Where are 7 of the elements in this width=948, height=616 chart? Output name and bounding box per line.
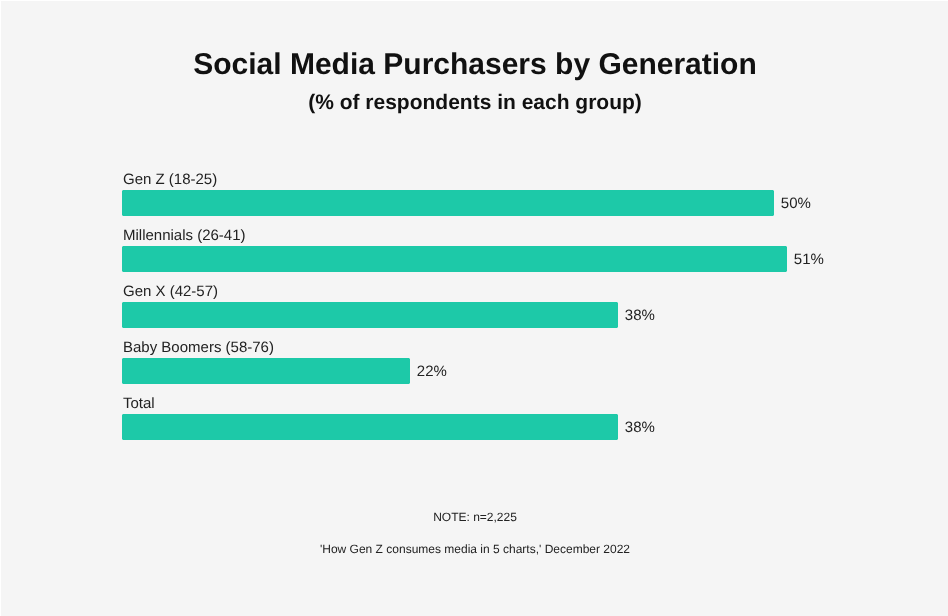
bar (122, 358, 410, 384)
bar (122, 414, 618, 440)
bar (122, 190, 774, 216)
chart-title: Social Media Purchasers by Generation (193, 48, 757, 82)
chart-subtitle: (% of respondents in each group) (308, 91, 642, 115)
bar (122, 302, 618, 328)
bar (122, 246, 787, 272)
